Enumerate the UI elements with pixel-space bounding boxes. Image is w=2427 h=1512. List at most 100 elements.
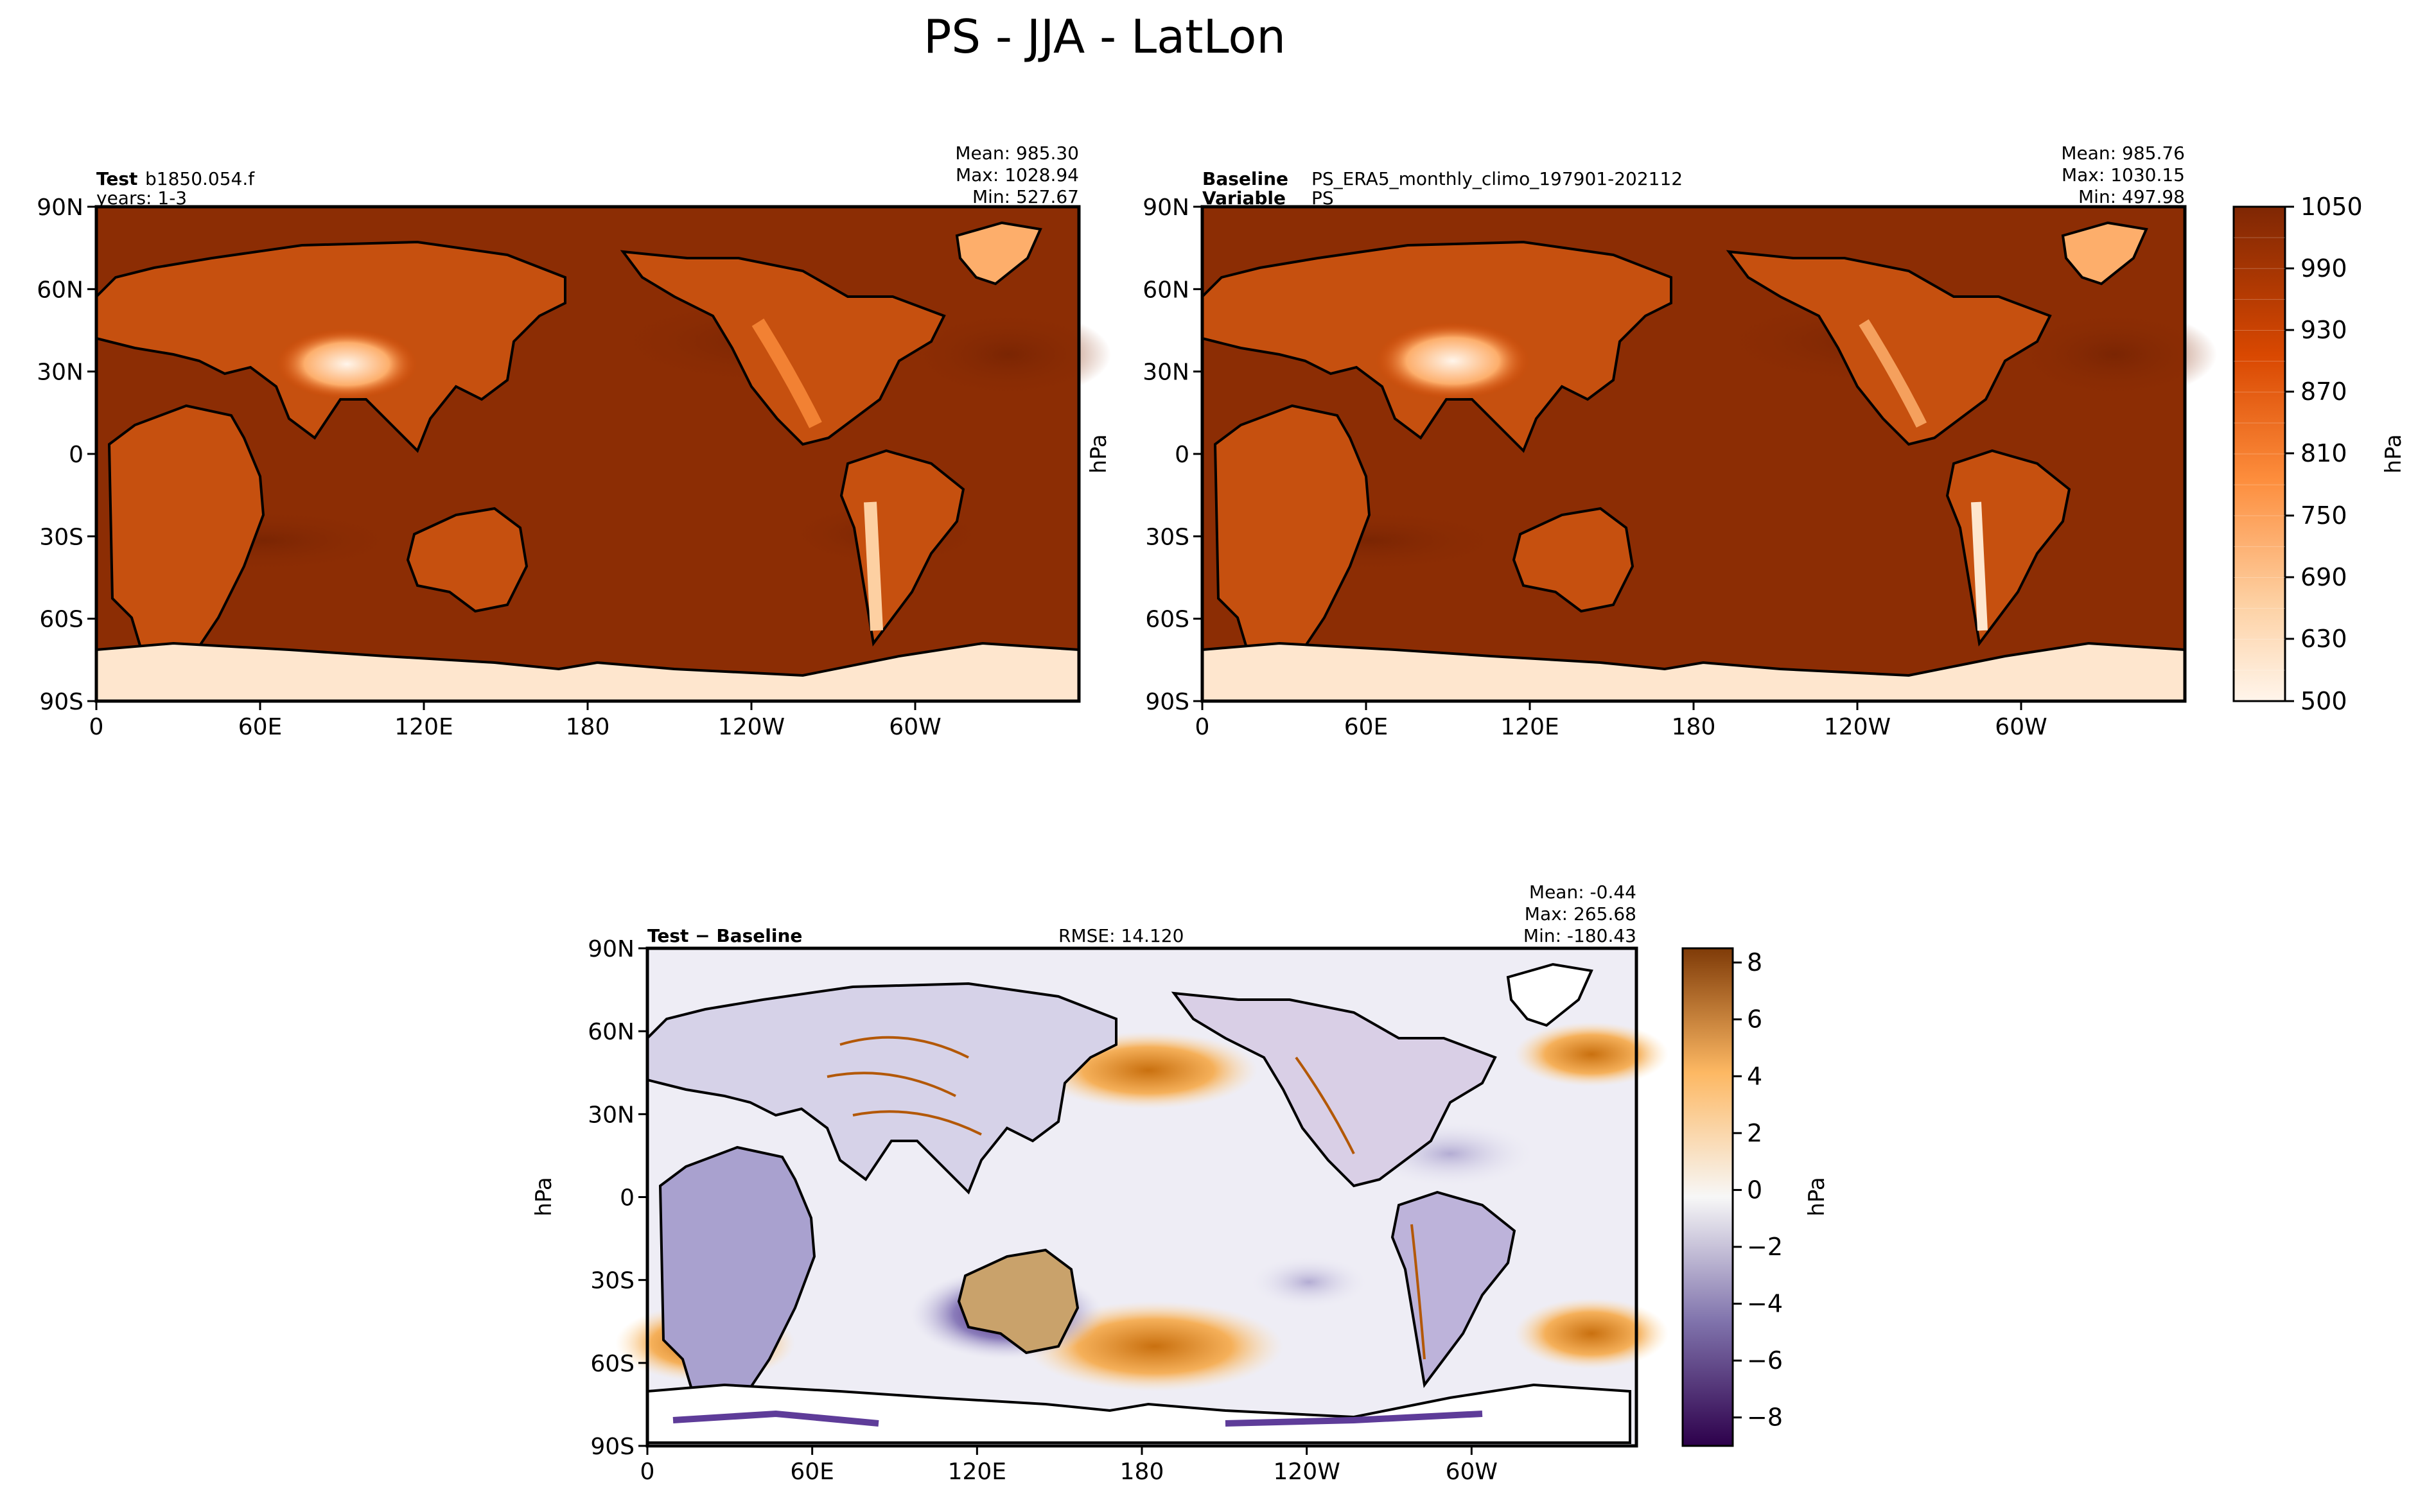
test-map bbox=[94, 205, 1111, 703]
test-header-label: Test bbox=[96, 168, 137, 189]
x-tick-label: 0 bbox=[1195, 714, 1210, 740]
baseline-panel: 0 60E 120E 180 120W 60W 90N 60N 30N 0 30S 60S 90S hP… bbox=[1086, 143, 2217, 740]
colorbar-tick-label: −4 bbox=[1747, 1290, 1783, 1318]
x-tick-label: 60W bbox=[1995, 714, 2047, 740]
baseline-ylabel: hPa bbox=[1086, 434, 1112, 473]
y-tick-label: 90N bbox=[1143, 195, 1189, 221]
colorbar-tick-label: 6 bbox=[1747, 1005, 1762, 1034]
difference-panel: 0 60E 120E 180 120W 60W 90N 60N 30N 0 30S 60S 90S hP… bbox=[531, 882, 1669, 1485]
y-tick-label: 60S bbox=[1145, 607, 1189, 633]
colorbar-tick-label: −6 bbox=[1747, 1346, 1783, 1375]
figure-title: PS - JJA - LatLon bbox=[924, 10, 1286, 64]
x-tick-label: 120E bbox=[948, 1459, 1006, 1485]
difference-ylabel: hPa bbox=[531, 1177, 557, 1216]
difference-mean: Mean: -0.44 bbox=[1529, 882, 1636, 903]
y-tick-label: 30S bbox=[1145, 524, 1189, 550]
y-tick-label: 0 bbox=[1175, 442, 1189, 468]
top-colorbar: 1050 990 930 870 810 750 690 630 500 hPa bbox=[2232, 193, 2406, 715]
colorbar-tick-label: 930 bbox=[2300, 316, 2347, 344]
y-tick-label: 60S bbox=[590, 1351, 635, 1377]
top-colorbar-gradient bbox=[2232, 205, 2286, 702]
colorbar-tick-label: 870 bbox=[2300, 378, 2347, 406]
colorbar-tick-label: 500 bbox=[2300, 687, 2347, 715]
difference-negative-anomaly bbox=[1251, 1256, 1367, 1308]
x-tick-label: 60W bbox=[889, 714, 941, 740]
baseline-map bbox=[1200, 205, 2217, 703]
colorbar-tick-label: −2 bbox=[1747, 1233, 1783, 1261]
y-tick-label: 90N bbox=[37, 195, 83, 221]
difference-colorbar: 8 6 4 2 0 −2 −4 −6 −8 hPa bbox=[1681, 947, 1830, 1447]
x-tick-label: 120E bbox=[1500, 714, 1559, 740]
difference-header-label: Test − Baseline bbox=[647, 925, 802, 946]
y-tick-label: 90S bbox=[590, 1434, 635, 1460]
rockies-ridge bbox=[1859, 319, 1927, 428]
x-tick-label: 60E bbox=[790, 1459, 834, 1485]
x-tick-label: 120E bbox=[394, 714, 453, 740]
colorbar-tick-label: 0 bbox=[1747, 1176, 1762, 1204]
antarctica-anomaly bbox=[672, 1410, 1483, 1427]
difference-axes: 0 60E 120E 180 120W 60W 90N 60N 30N 0 30S 60S 90S bbox=[588, 936, 1498, 1485]
andes-ridge bbox=[1971, 501, 1988, 631]
colorbar-tick-label: 2 bbox=[1747, 1119, 1762, 1147]
ocean-high-pressure bbox=[2011, 309, 2217, 399]
topography-contours bbox=[827, 1036, 1426, 1360]
y-tick-label: 30S bbox=[590, 1268, 635, 1294]
x-tick-label: 60W bbox=[1446, 1459, 1498, 1485]
difference-rmse: RMSE: 14.120 bbox=[1058, 925, 1184, 946]
colorbar-tick-label: 990 bbox=[2300, 254, 2347, 282]
test-min: Min: 527.67 bbox=[972, 186, 1079, 207]
y-tick-label: 90N bbox=[588, 936, 635, 962]
baseline-header-value: PS_ERA5_monthly_climo_197901-202112 bbox=[1311, 168, 1683, 189]
x-tick-label: 120W bbox=[1274, 1459, 1340, 1485]
baseline-variable-label: Variable bbox=[1202, 187, 1286, 209]
baseline-header-label: Baseline bbox=[1202, 168, 1288, 189]
y-tick-label: 60N bbox=[588, 1019, 635, 1045]
y-tick-label: 60N bbox=[37, 277, 83, 303]
baseline-mean: Mean: 985.76 bbox=[2061, 143, 2185, 164]
x-tick-label: 0 bbox=[89, 714, 104, 740]
difference-max: Max: 265.68 bbox=[1525, 903, 1636, 925]
x-tick-label: 180 bbox=[566, 714, 610, 740]
test-max: Max: 1028.94 bbox=[956, 164, 1079, 186]
top-colorbar-label: hPa bbox=[2381, 434, 2406, 473]
test-header-value: b1850.054.f bbox=[145, 168, 255, 189]
colorbar-tick-label: 8 bbox=[1747, 948, 1762, 977]
tibetan-plateau bbox=[1376, 322, 1530, 399]
test-years: years: 1-3 bbox=[96, 187, 187, 209]
colorbar-tick-label: 1050 bbox=[2300, 193, 2363, 221]
x-tick-label: 60E bbox=[238, 714, 283, 740]
difference-positive-anomaly bbox=[1514, 1022, 1669, 1086]
difference-min: Min: -180.43 bbox=[1523, 925, 1636, 946]
x-tick-label: 60E bbox=[1344, 714, 1389, 740]
tibetan-plateau bbox=[276, 329, 417, 399]
andes-ridge bbox=[864, 501, 883, 631]
test-mean: Mean: 985.30 bbox=[955, 143, 1079, 164]
x-tick-label: 0 bbox=[640, 1459, 655, 1485]
y-tick-label: 30N bbox=[37, 360, 83, 386]
y-tick-label: 90S bbox=[1145, 689, 1189, 715]
colorbar-tick-label: 750 bbox=[2300, 501, 2347, 530]
y-tick-label: 0 bbox=[620, 1185, 635, 1212]
colorbar-tick-label: 4 bbox=[1747, 1062, 1762, 1090]
x-tick-label: 120W bbox=[718, 714, 785, 740]
baseline-min: Min: 497.98 bbox=[2078, 186, 2185, 207]
x-tick-label: 120W bbox=[1824, 714, 1891, 740]
x-tick-label: 180 bbox=[1120, 1459, 1164, 1485]
colorbar-tick-label: 690 bbox=[2300, 563, 2347, 591]
rockies-ridge bbox=[751, 318, 822, 428]
y-tick-label: 30S bbox=[39, 524, 83, 550]
x-tick-label: 180 bbox=[1672, 714, 1716, 740]
y-tick-label: 90S bbox=[39, 689, 83, 715]
y-tick-label: 60S bbox=[39, 607, 83, 633]
difference-colorbar-ticks: 8 6 4 2 0 −2 −4 −6 −8 bbox=[1733, 948, 1783, 1432]
difference-map bbox=[615, 946, 1669, 1448]
baseline-axes: 0 60E 120E 180 120W 60W 90N 60N 30N 0 30S 60S 90S bbox=[1143, 195, 2047, 740]
y-tick-label: 0 bbox=[69, 442, 83, 468]
y-tick-label: 30N bbox=[1143, 360, 1189, 386]
baseline-variable-value: PS bbox=[1311, 187, 1334, 209]
test-panel: 0 60E 120E 180 120W 60W 90N 60N 30N 0 30S 60S 90S Te… bbox=[37, 143, 1111, 740]
difference-colorbar-gradient bbox=[1681, 947, 1734, 1447]
baseline-max: Max: 1030.15 bbox=[2062, 164, 2185, 186]
y-tick-label: 30N bbox=[588, 1102, 635, 1128]
